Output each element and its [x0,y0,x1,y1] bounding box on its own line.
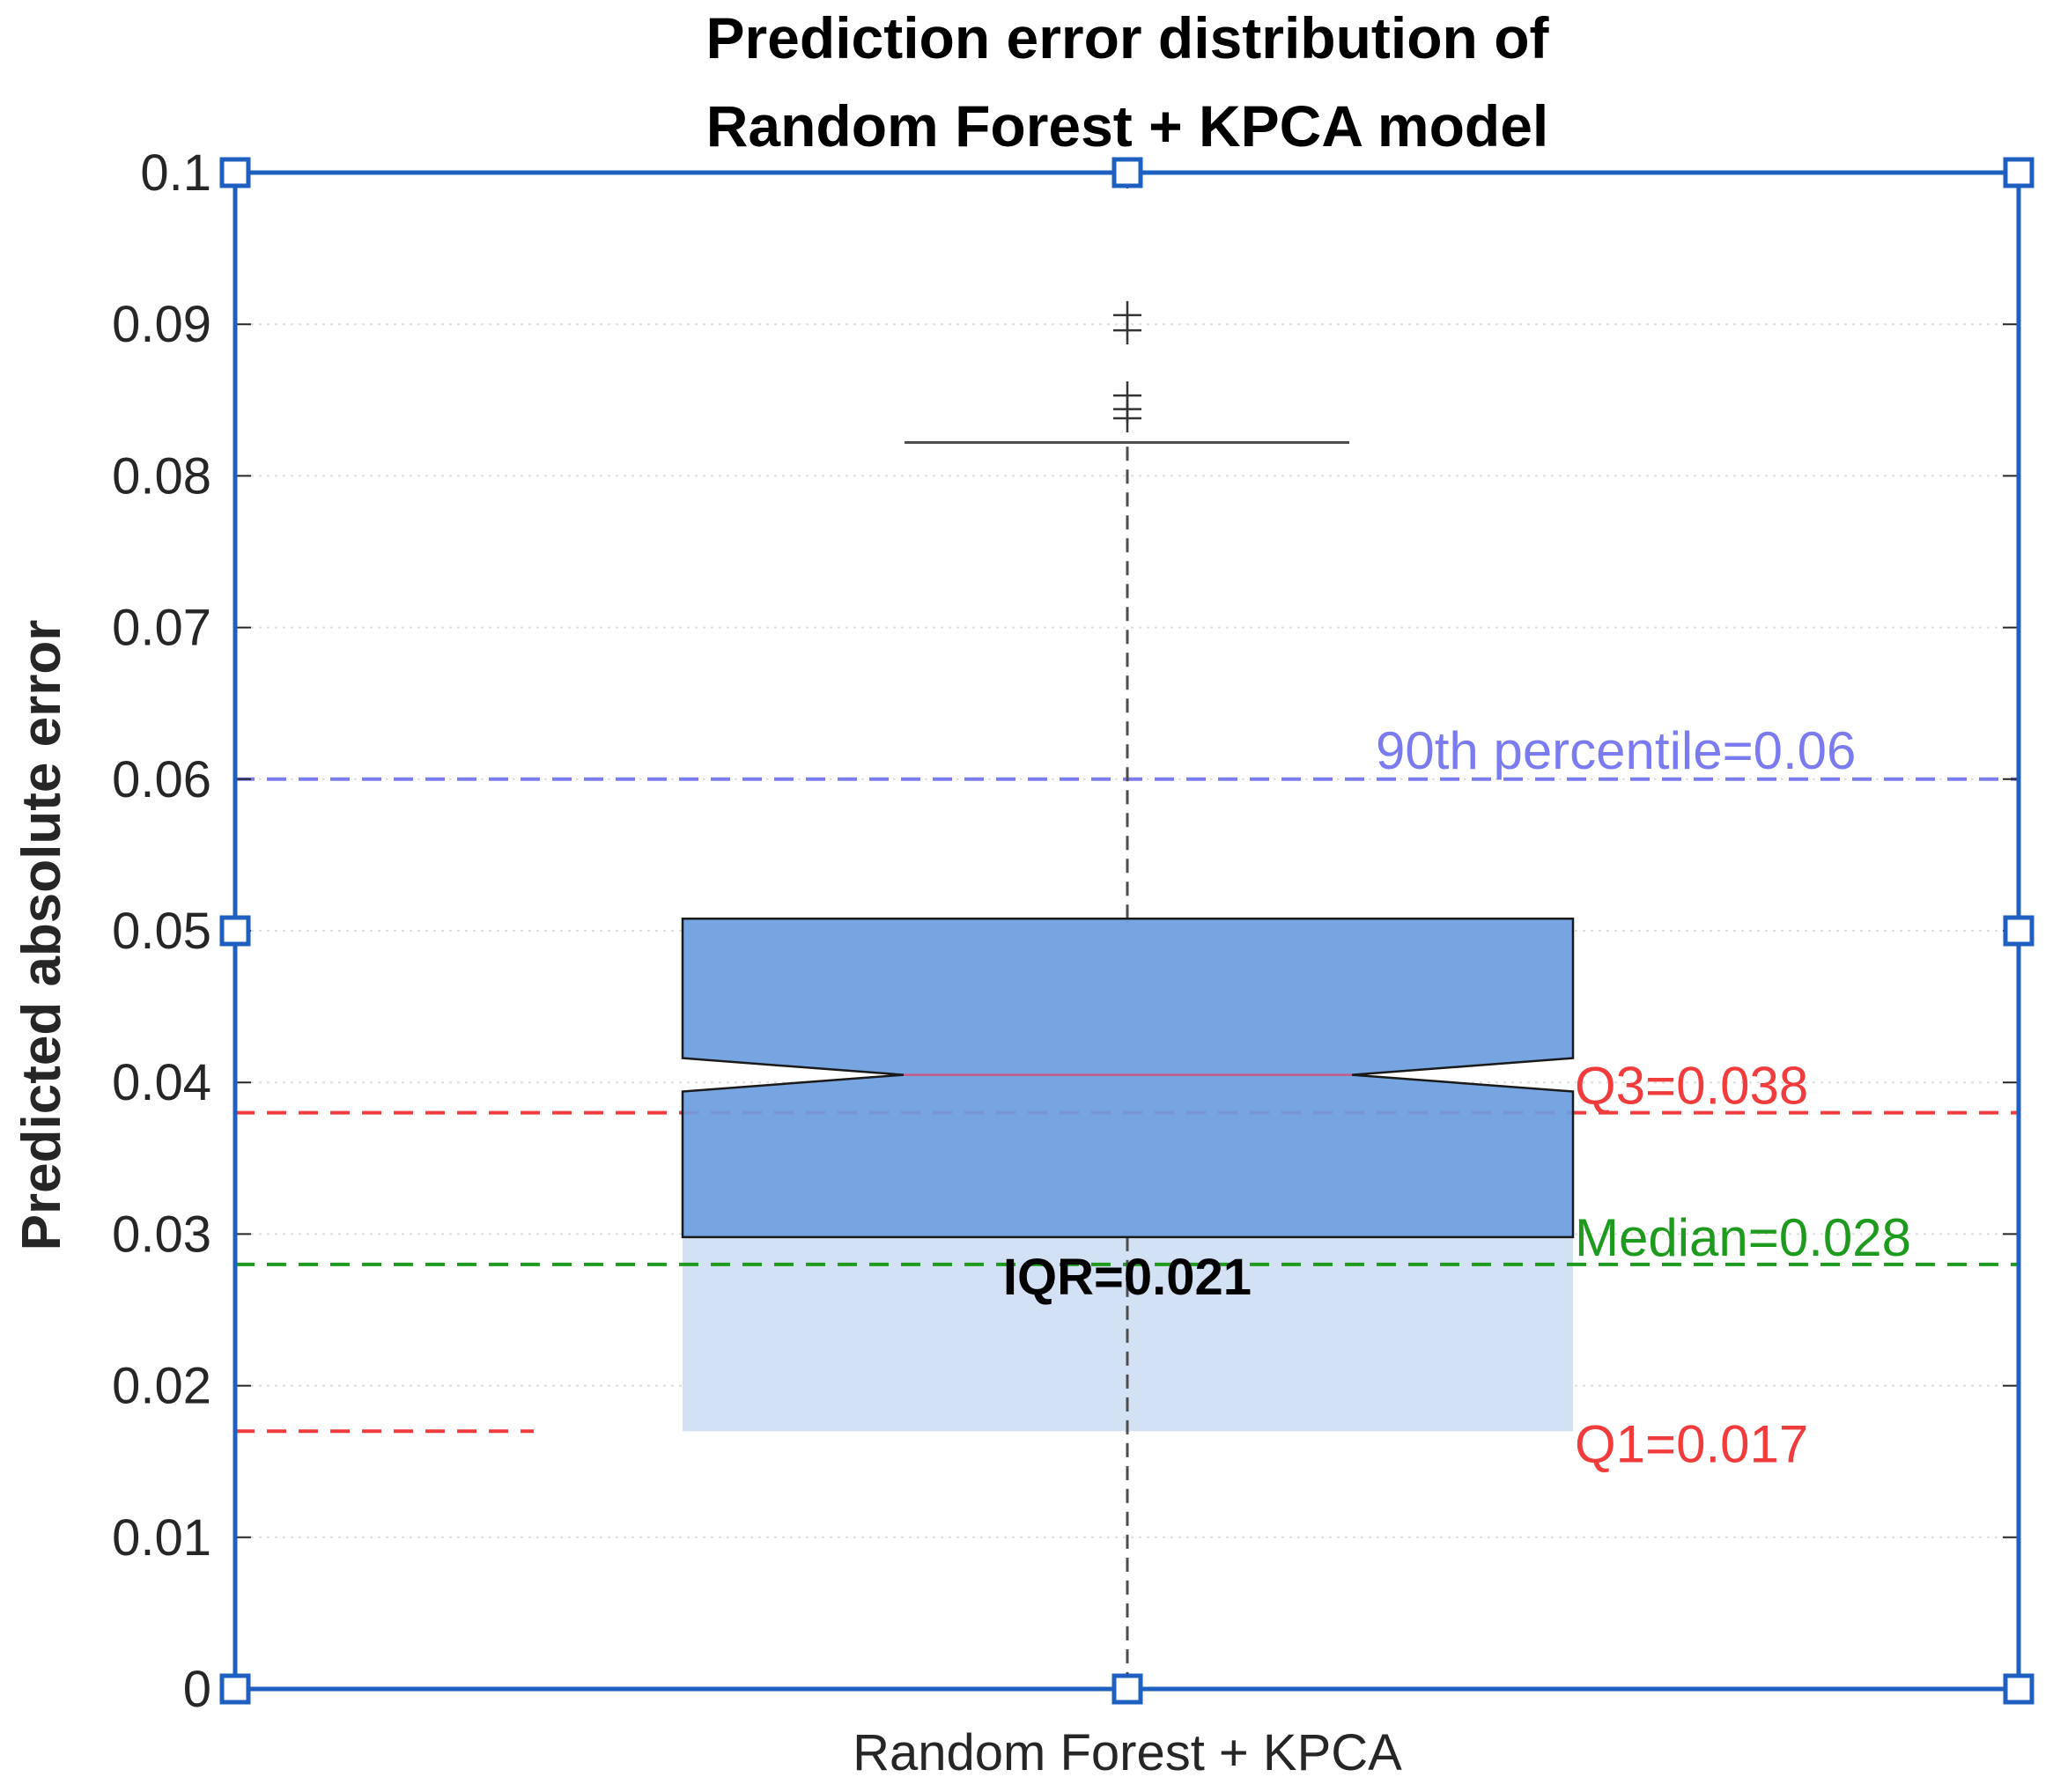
selection-handle [2003,1673,2035,1705]
box-body [681,917,1575,1239]
y-tick-label: 0.1 [140,144,211,202]
y-tick-label: 0.03 [112,1206,211,1263]
y-tick-label: 0.04 [112,1054,211,1111]
text-layer: Prediction error distribution of Random … [11,5,1911,1781]
y-tick-label: 0 [183,1661,211,1718]
x-tick-label: Random Forest + KPCA [853,1724,1402,1781]
selection-handle [219,157,251,188]
axes-layer [219,157,2035,1705]
outlier-marker [1113,381,1141,410]
y-tick-label: 0.05 [112,903,211,960]
selection-handle [1111,1673,1143,1705]
iqr-label: IQR=0.021 [1003,1249,1252,1306]
reference-label-q1: Q1=0.017 [1575,1414,1808,1473]
selection-handle [219,915,251,947]
outlier-marker [1113,300,1141,329]
y-tick-label: 0.08 [112,447,211,505]
chart-title-line-1: Prediction error distribution of [705,5,1549,70]
y-tick-label: 0.01 [112,1509,211,1567]
selection-handle [1111,157,1143,188]
y-axis-label: Predicted absolute error [11,620,72,1251]
y-tick-label: 0.06 [112,751,211,808]
selection-handle [2003,915,2035,947]
y-tick-label: 0.07 [112,600,211,657]
y-tick-label: 0.09 [112,296,211,353]
y-tick-label: 0.02 [112,1358,211,1415]
reference-label-q3: Q3=0.038 [1575,1057,1808,1116]
selection-handle [219,1673,251,1705]
reference-label-90th-percentile: 90th percentile=0.06 [1376,721,1856,780]
boxplot-layer [681,300,1575,1689]
chart-title-line-2: Random Forest + KPCA model [706,93,1549,159]
reference-label-median: Median=0.028 [1575,1208,1911,1267]
selection-handle [2003,157,2035,188]
